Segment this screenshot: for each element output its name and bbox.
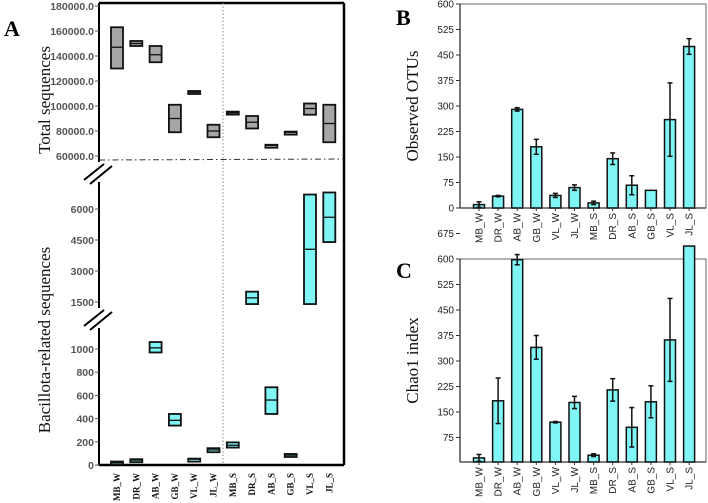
axis-break-gap: [86, 308, 112, 328]
y-tick-label: 120000.0: [50, 76, 94, 88]
y-tick-label: 3000: [71, 266, 95, 278]
x-tick-label: GB_W: [532, 212, 543, 242]
y-tick-label: 180000.0: [50, 1, 94, 13]
y-tick-label: 450: [437, 306, 454, 317]
x-tick-label: AB_W: [151, 473, 161, 499]
axis-break-mark: [83, 163, 105, 181]
axis-break-mark: [89, 311, 113, 331]
x-tick-label: AB_S: [266, 473, 276, 495]
y-tick-label: 450: [437, 51, 454, 62]
bar-gb-w: [530, 346, 543, 463]
x-tick-label: DR_S: [608, 467, 619, 494]
y-tick-label: 80000.0: [56, 126, 94, 138]
x-tick-label: DR_W: [131, 473, 141, 500]
bar-vl-w: [549, 421, 562, 463]
x-tick-label: GB_S: [646, 213, 657, 240]
y-tick-label: 525: [437, 25, 454, 36]
x-tick-label: DR_W: [494, 212, 505, 242]
y-tick-label: 375: [437, 76, 454, 87]
x-tick-label: GB_W: [170, 473, 180, 500]
y-tick-label: 75: [443, 433, 455, 444]
y-axis-title-total: Total sequences: [35, 46, 54, 154]
y-tick-label: 1500: [71, 297, 95, 309]
y-tick-label: 600: [437, 0, 454, 11]
axis-break-line: [98, 158, 345, 161]
axis-break-mark: [89, 165, 113, 185]
panel-label-c: C: [396, 258, 412, 283]
x-tick-label: JL_W: [570, 466, 581, 492]
bar-gb-s: [644, 189, 658, 209]
axis-break-mark: [83, 309, 105, 327]
y-tick-label: 600: [437, 255, 454, 266]
x-tick-label: VL_W: [551, 466, 562, 494]
y-tick-label: 150: [437, 153, 454, 164]
x-tick-label: AB_W: [513, 212, 524, 241]
y-tick-label: 600: [76, 390, 94, 402]
y-tick-label: 1000: [71, 344, 95, 356]
x-tick-label: AB_S: [627, 213, 638, 239]
panel-label-a: A: [4, 16, 20, 41]
x-tick-label: GB_S: [646, 467, 657, 494]
x-tick-label: VL_W: [189, 473, 199, 499]
x-tick-label: JL_W: [209, 473, 219, 497]
y-tick-label: 150: [437, 408, 454, 419]
x-tick-label: VL_S: [666, 467, 677, 492]
bar-gb-w: [530, 146, 543, 209]
y-tick-label: 75: [443, 178, 455, 189]
x-tick-label: MB_W: [112, 473, 122, 501]
y-axis-title: Chao1 index: [403, 317, 422, 404]
x-tick-label: DR_W: [494, 466, 505, 496]
bar-dr-w: [491, 195, 505, 209]
x-tick-label: VL_S: [305, 473, 315, 495]
x-tick-label: MB_S: [589, 467, 600, 495]
x-tick-label: MB_S: [228, 473, 238, 497]
y-tick-label: 140000.0: [50, 51, 94, 63]
y-tick-label: 0: [448, 204, 454, 215]
x-tick-label: AB_S: [627, 467, 638, 493]
y-tick-label: 300: [437, 102, 454, 113]
bar-jl-s: [682, 245, 696, 463]
x-tick-label: GB_S: [286, 473, 296, 496]
x-tick-label: MB_W: [475, 212, 486, 243]
y-tick-label: 200: [76, 437, 94, 449]
bar-dr-s: [606, 157, 619, 209]
x-tick-label: DR_S: [608, 213, 619, 240]
y-tick-label: 225: [437, 382, 454, 393]
y-tick-label: 6000: [71, 204, 95, 216]
y-tick-label: 800: [76, 367, 94, 379]
y-tick-label: 225: [437, 127, 454, 138]
x-tick-label: VL_W: [551, 212, 562, 240]
bar-jl-w: [568, 401, 581, 463]
x-tick-label: DR_S: [247, 473, 257, 496]
x-tick-label: MB_S: [589, 213, 600, 241]
x-tick-label: GB_W: [532, 466, 543, 496]
x-tick-label: JL_S: [324, 473, 334, 493]
y-tick-label: 160000.0: [50, 26, 94, 38]
bar-jl-s: [682, 45, 696, 209]
y-tick-label: 4500: [71, 235, 95, 247]
y-tick-label: 0: [88, 460, 94, 472]
y-tick-label: 675: [437, 229, 454, 240]
axis-break-gap: [86, 162, 112, 182]
x-tick-label: JL_W: [570, 212, 581, 238]
y-axis-title-bacillota: Bacillota-related sequences: [35, 247, 54, 433]
y-tick-label: 100000.0: [50, 101, 94, 113]
y-tick-label: 60000.0: [56, 151, 94, 163]
x-tick-label: MB_W: [475, 466, 486, 497]
y-axis-title: Observed OTUs: [403, 51, 422, 162]
y-tick-label: 300: [437, 357, 454, 368]
x-tick-label: JL_S: [685, 213, 696, 236]
y-tick-label: 400: [76, 414, 94, 426]
panel-label-b: B: [396, 5, 411, 30]
x-tick-label: VL_S: [666, 213, 677, 238]
bar-ab-w: [510, 258, 524, 463]
y-tick-label: 525: [437, 280, 454, 291]
bar-ab-w: [510, 108, 524, 209]
x-tick-label: JL_S: [685, 467, 696, 490]
y-tick-label: 375: [437, 331, 454, 342]
x-tick-label: AB_W: [513, 466, 524, 495]
